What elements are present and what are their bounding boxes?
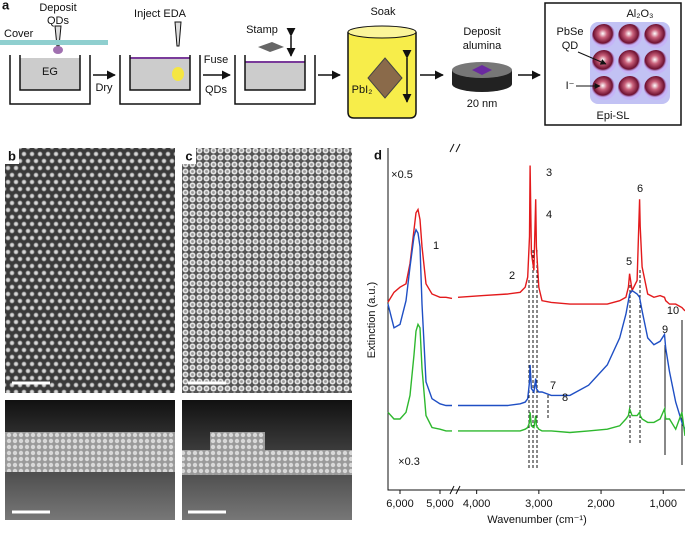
step-label: I⁻ bbox=[566, 80, 575, 92]
panel-label: d bbox=[374, 147, 382, 162]
label-box bbox=[182, 148, 196, 164]
panel-label: c bbox=[185, 148, 192, 163]
trough bbox=[234, 55, 316, 105]
step-label: QDs bbox=[47, 15, 70, 27]
annotation: 10 bbox=[667, 305, 679, 317]
step-label: Cover bbox=[4, 28, 34, 40]
tem-image bbox=[5, 148, 175, 393]
eda bbox=[172, 67, 184, 81]
annotation: 4 bbox=[546, 209, 552, 221]
axes bbox=[387, 148, 685, 491]
droplet bbox=[53, 46, 63, 54]
x-tick-label: 3,000 bbox=[525, 498, 553, 510]
spectrum-line bbox=[457, 165, 685, 312]
step-label: Al₂O₃ bbox=[626, 8, 653, 20]
x-tick-label: 5,000 bbox=[426, 498, 454, 510]
spectrum-line bbox=[387, 227, 452, 407]
quantum-dot bbox=[592, 24, 616, 48]
step-label: Inject EDA bbox=[134, 8, 187, 20]
quantum-dot bbox=[618, 50, 642, 74]
panel-label: b bbox=[8, 148, 16, 163]
pipette bbox=[174, 21, 182, 47]
annotation: 2 bbox=[509, 270, 515, 282]
liquid bbox=[20, 58, 80, 90]
step-label: 20 nm bbox=[467, 98, 498, 110]
sem-film bbox=[182, 450, 352, 475]
step-label: PbSe bbox=[557, 26, 584, 38]
annotation: ×0.3 bbox=[398, 456, 420, 468]
disk bbox=[452, 76, 512, 92]
step-label: Dry bbox=[95, 82, 113, 94]
quantum-dot bbox=[618, 24, 642, 48]
annotation: 6 bbox=[637, 183, 643, 195]
sem-film bbox=[210, 432, 265, 452]
sample bbox=[367, 57, 403, 99]
x-tick-label: 2,000 bbox=[587, 498, 615, 510]
axis-break bbox=[449, 485, 461, 495]
step-label: Deposit bbox=[39, 2, 76, 14]
step-label: Epi-SL bbox=[596, 110, 629, 122]
quantum-dot bbox=[644, 50, 668, 74]
quantum-dot bbox=[644, 76, 668, 100]
trough bbox=[9, 55, 91, 105]
x-tick-label: 6,000 bbox=[386, 498, 414, 510]
trough bbox=[119, 55, 201, 105]
x-axis-label: Wavenumber (cm⁻¹) bbox=[487, 514, 587, 526]
step-label: Deposit bbox=[463, 26, 500, 38]
spectrum-line bbox=[458, 289, 685, 430]
step-label: QD bbox=[562, 40, 579, 52]
quantum-dot bbox=[592, 76, 616, 100]
step-label: Fuse bbox=[204, 54, 228, 66]
stamp bbox=[258, 42, 284, 52]
annotation: 7 bbox=[550, 380, 556, 392]
label-box bbox=[5, 148, 19, 164]
x-tick-label: 4,000 bbox=[463, 498, 491, 510]
step-label: QDs bbox=[205, 84, 228, 96]
step-label: EG bbox=[42, 66, 58, 78]
spectrum-chart: d Extinction (a.u.) Wavenumber (cm⁻¹) 6,… bbox=[366, 143, 685, 526]
sphere-grid bbox=[592, 24, 668, 100]
annotation: 3 bbox=[546, 167, 552, 179]
panel-label: a bbox=[2, 0, 10, 12]
y-axis-label: Extinction (a.u.) bbox=[366, 282, 378, 358]
quantum-dot bbox=[618, 76, 642, 100]
x-tick-label: 1,000 bbox=[649, 498, 677, 510]
schematic: a Deposit QDs Cover EG Dry Inject EDA Fu… bbox=[0, 0, 682, 126]
beaker-top bbox=[347, 25, 417, 39]
cover bbox=[0, 40, 108, 45]
film bbox=[472, 65, 492, 75]
pointer bbox=[577, 51, 607, 65]
spectrum-line bbox=[387, 322, 452, 432]
sem-film bbox=[5, 432, 175, 472]
axis-break bbox=[449, 143, 461, 153]
step-label: Stamp bbox=[246, 24, 278, 36]
spectrum-line bbox=[387, 207, 453, 303]
quantum-dot bbox=[644, 24, 668, 48]
step-label: PbI₂ bbox=[352, 84, 373, 96]
tem-image bbox=[182, 148, 352, 393]
annotation: 8 bbox=[562, 392, 568, 404]
spectrum-line bbox=[458, 406, 685, 436]
quantum-dot bbox=[592, 50, 616, 74]
annotation: 9 bbox=[662, 324, 668, 336]
annotation: ×0.5 bbox=[391, 169, 413, 181]
annotation: 5 bbox=[626, 256, 632, 268]
step-label: alumina bbox=[463, 40, 502, 52]
micrographs: b c bbox=[5, 148, 352, 520]
annotation: 1 bbox=[433, 240, 439, 252]
step-label: Soak bbox=[370, 6, 396, 18]
liquid bbox=[245, 62, 305, 90]
